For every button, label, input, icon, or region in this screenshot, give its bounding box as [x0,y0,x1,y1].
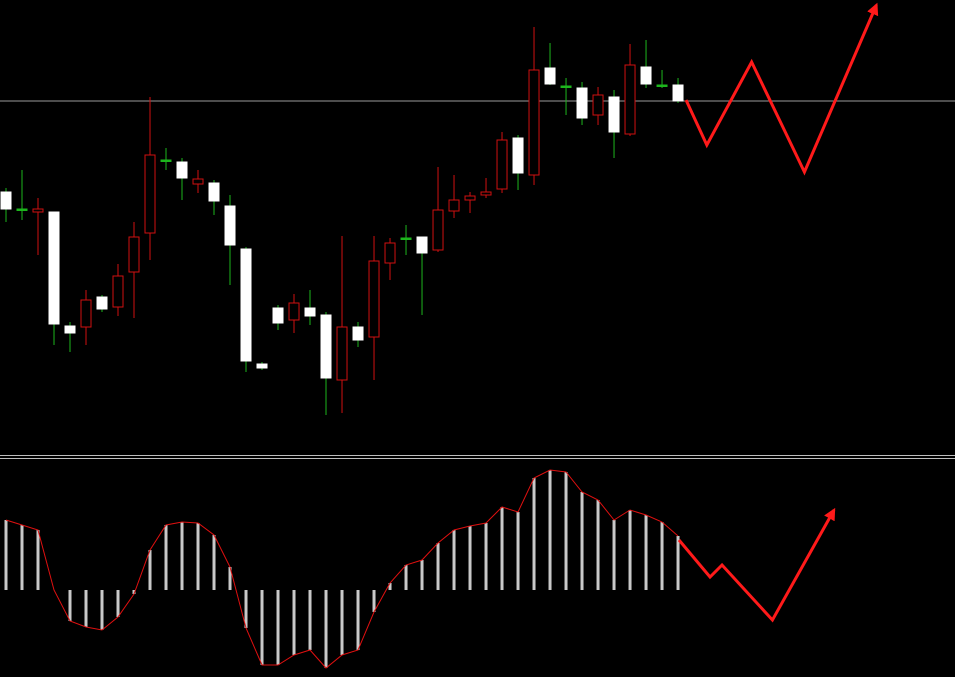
histogram-bar [196,523,200,590]
candle-body [224,205,236,246]
signal-line [5,469,679,669]
candle-body [656,84,668,87]
candle-body [96,296,108,310]
candle-body [272,307,284,324]
candle-body [400,237,412,240]
candle-body [304,307,316,317]
histogram-bar [68,590,72,621]
histogram-bar [356,590,360,650]
forecast-arrow [684,2,879,176]
candle-body [336,326,348,381]
candle-body [128,236,140,273]
histogram-bar [116,590,120,617]
candle-body [496,139,508,190]
candle-body [144,154,156,234]
histogram-bar [404,565,408,590]
histogram-bar [580,492,584,590]
histogram-bar [308,590,312,650]
candle-body [432,209,444,251]
histogram-bar [340,590,344,655]
candle-body [240,248,252,362]
candle-body [672,84,684,102]
candle-body [16,208,28,211]
histogram-bar [452,530,456,590]
histogram-bar [548,470,552,590]
histogram-bar [516,512,520,590]
candle-body [80,299,92,328]
candle-body [416,236,428,254]
candle-body [320,314,332,379]
candle-body [192,178,204,185]
histogram-bar [388,583,392,590]
histogram-bar [244,590,248,628]
candle-body [208,182,220,202]
candle-body [448,199,460,212]
histogram-bar [84,590,88,627]
candle-body [384,242,396,264]
candle-body [368,260,380,338]
candle-body [480,191,492,196]
candle-body [464,195,476,201]
histogram-bar [500,507,504,590]
histogram-bar [20,525,24,590]
histogram-bar [596,500,600,590]
candle-body [592,94,604,116]
histogram-bar [228,567,232,590]
candle-body [640,66,652,85]
candle-body [512,137,524,174]
histogram-bar [164,525,168,590]
candle-body [528,69,540,176]
candle-body [112,275,124,308]
candle-body [32,208,44,213]
histogram-bar [660,522,664,590]
histogram-bar [212,535,216,590]
histogram-bar [148,550,152,590]
forecast-arrow [677,507,836,623]
histogram-bar [292,590,296,655]
candle-body [256,363,268,369]
histogram-bar [260,590,264,665]
histogram-bar [436,543,440,590]
histogram-bar [4,520,8,590]
histogram-bar [676,536,680,590]
candle-body [288,302,300,321]
histogram-bar [628,510,632,590]
histogram-bar [372,590,376,612]
histogram-bar [484,523,488,590]
histogram-bar [420,560,424,590]
histogram-bar [564,472,568,590]
candle-body [544,67,556,85]
histogram-bar [324,590,328,668]
candle-body [352,326,364,341]
candle-body [608,96,620,133]
histogram-bar [612,520,616,590]
candle-body [0,191,12,210]
histogram-bar [36,530,40,590]
histogram-bar [276,590,280,665]
candle-body [560,85,572,88]
candle-body [576,87,588,119]
histogram-bar [180,522,184,590]
candle-body [624,64,636,135]
histogram-bar [468,526,472,590]
histogram-bar [100,590,104,630]
histogram-bar [532,478,536,590]
candle-body [64,325,76,334]
histogram-bar [132,590,136,594]
histogram-bar [644,515,648,590]
candle-body [176,161,188,179]
candle-body [160,159,172,162]
candle-body [48,211,60,325]
